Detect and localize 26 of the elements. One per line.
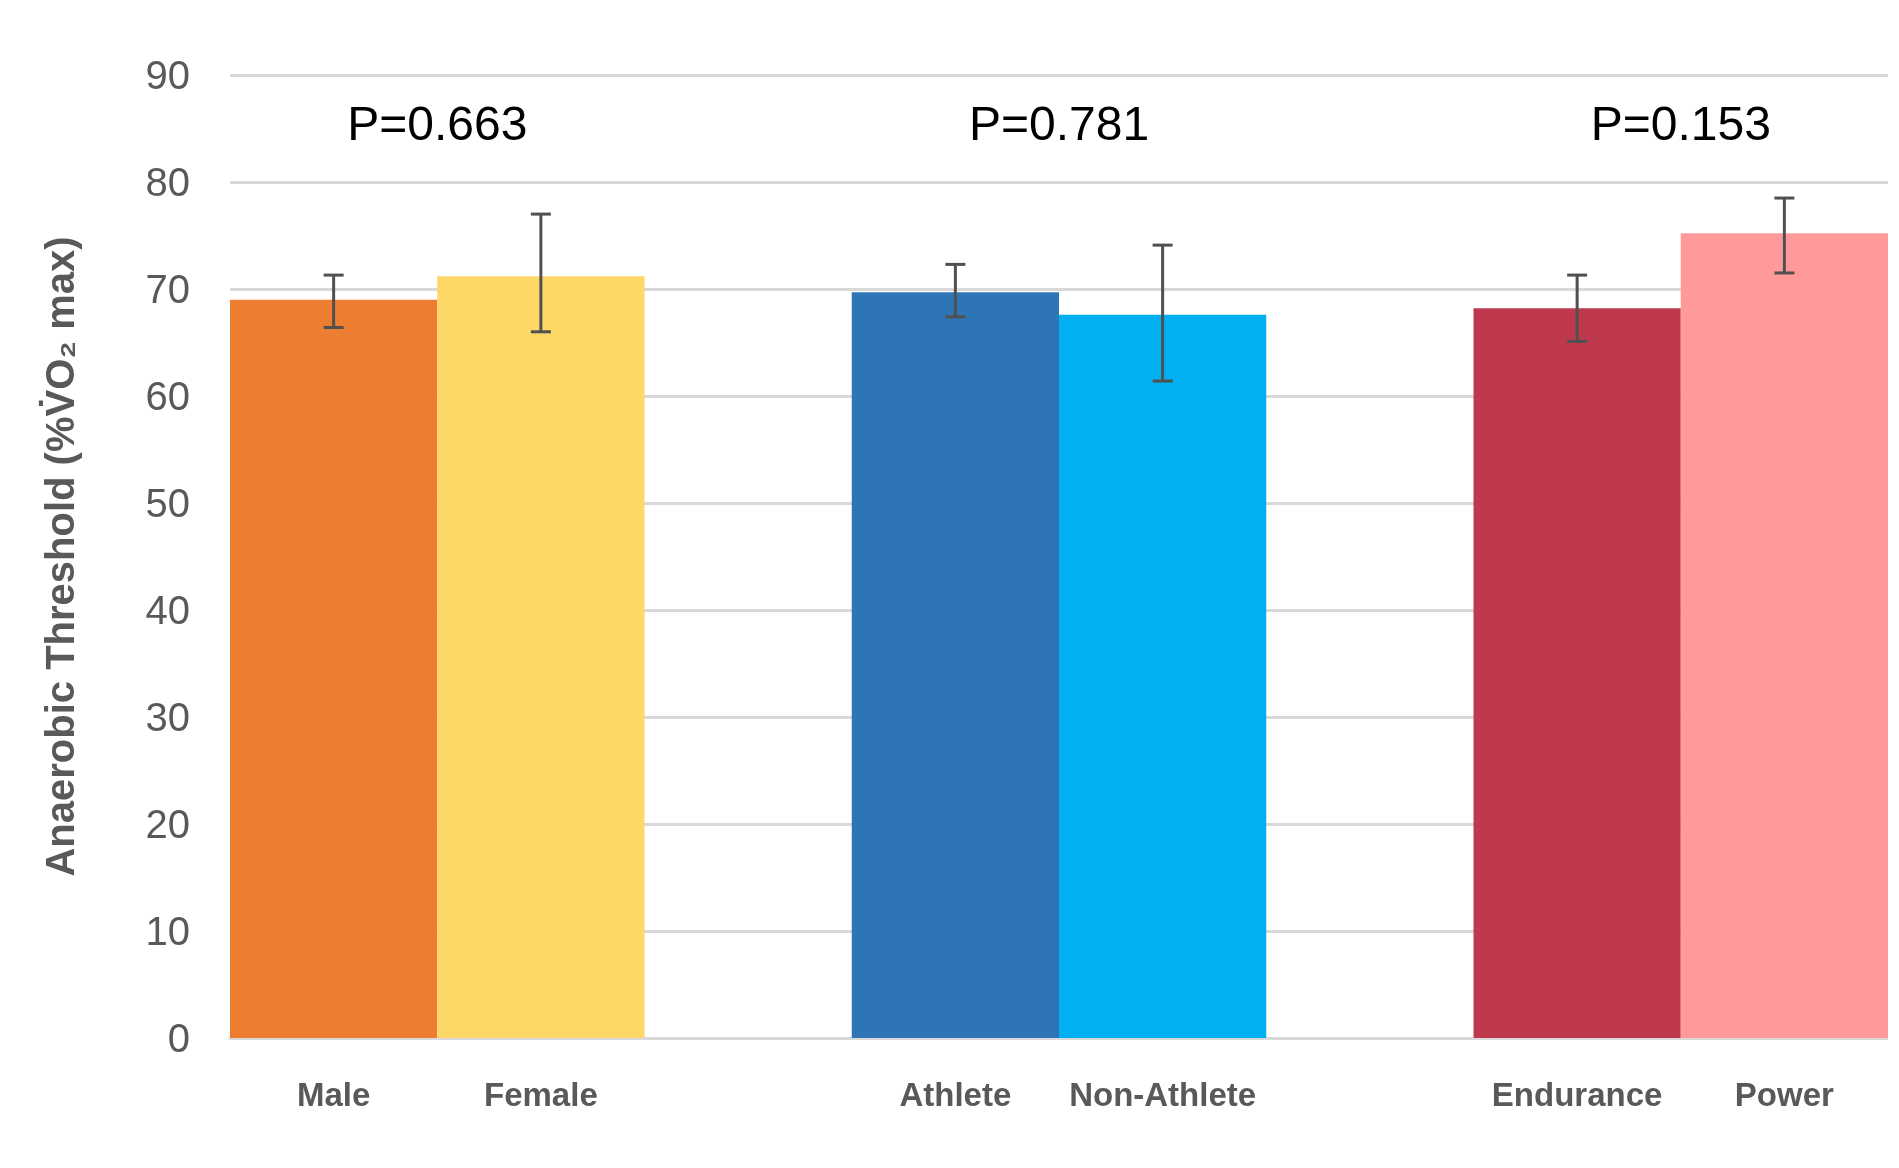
y-axis-title: Anaerobic Threshold (%V̇O₂ max) <box>38 236 82 877</box>
annotation: P=0.781 <box>968 96 1150 150</box>
y-tick-label: 50 <box>145 481 190 525</box>
x-tick-label: Male <box>296 1076 371 1113</box>
y-tick-label: 40 <box>145 588 190 632</box>
x-tick-label: Female <box>484 1076 598 1113</box>
annotation: P=0.153 <box>1590 96 1771 150</box>
bar <box>851 292 1059 1038</box>
x-tick-label: Non-Athlete <box>1069 1076 1257 1113</box>
x-tick-label: Power <box>1734 1076 1835 1113</box>
bar <box>1473 308 1681 1038</box>
bar <box>437 276 645 1038</box>
y-tick-label: 30 <box>145 695 190 739</box>
bar <box>1059 314 1267 1038</box>
y-tick-label: 90 <box>145 53 190 97</box>
y-tick-label: 20 <box>145 802 190 846</box>
y-tick-label: 60 <box>145 374 190 418</box>
bar <box>1680 233 1888 1038</box>
y-tick-label: 80 <box>145 160 190 204</box>
y-tick-label: 10 <box>145 909 190 953</box>
bar <box>230 299 438 1038</box>
x-tick-label: Endurance <box>1491 1076 1663 1113</box>
annotation: P=0.663 <box>347 96 528 150</box>
y-tick-label: 0 <box>167 1016 190 1060</box>
y-tick-label: 70 <box>145 267 190 311</box>
x-tick-label: Athlete <box>899 1076 1012 1113</box>
